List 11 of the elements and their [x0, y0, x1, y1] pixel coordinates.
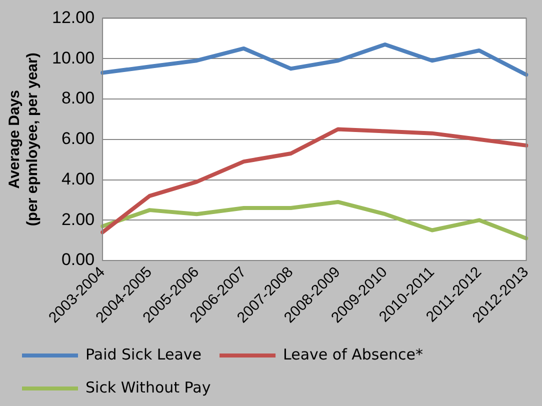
legend-label: Paid Sick Leave — [86, 345, 202, 364]
y-tick-label: 0.00 — [61, 250, 95, 270]
y-tick-label: 10.00 — [52, 48, 95, 68]
y-tick-label: 6.00 — [61, 129, 95, 148]
y-tick-label: 4.00 — [61, 169, 95, 188]
y-axis-title: Average Days (per epmloyee, per year) — [6, 52, 42, 226]
y-tick-label: 12.00 — [52, 8, 95, 27]
y-tick-label: 8.00 — [61, 88, 95, 108]
legend-label: Sick Without Pay — [86, 378, 211, 396]
y-tick-label: 2.00 — [61, 210, 95, 229]
legend-label: Leave of Absence* — [283, 345, 424, 364]
